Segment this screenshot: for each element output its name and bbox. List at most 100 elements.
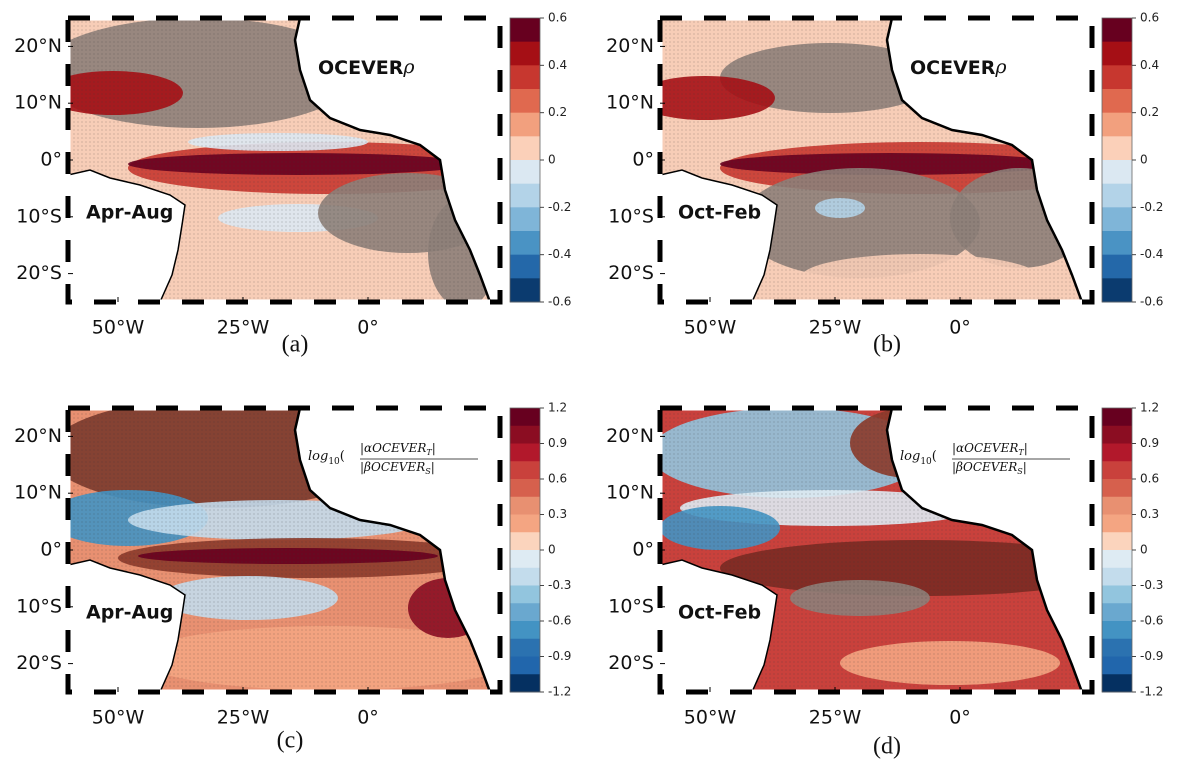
annotation-name: OCEVER [910, 57, 996, 79]
colorbar-band [1102, 160, 1132, 185]
annotation-bar: | [952, 460, 956, 474]
colorbar-band [510, 65, 540, 90]
colorbar-band [510, 112, 540, 137]
colorbar-tick-label: 0.6 [548, 11, 567, 25]
colorbar-tick-label: 0.4 [548, 58, 567, 72]
y-tick-label: 20°S [16, 652, 62, 674]
panel-label: (b) [873, 332, 901, 358]
colorbar-band [510, 585, 540, 604]
colorbar-tick-label: -0.2 [548, 200, 571, 214]
colorbar-band [510, 183, 540, 208]
colorbar-tick-label: 0 [1140, 153, 1148, 167]
colorbar-band [1102, 461, 1132, 480]
season-label: Oct-Feb [678, 602, 761, 624]
colorbar-band [510, 18, 540, 43]
annotation-den: βOCEVER [363, 460, 425, 474]
colorbar-band [1102, 18, 1132, 43]
colorbar-band [1102, 585, 1132, 604]
colorbar-band [510, 461, 540, 480]
colorbar-band [1102, 532, 1132, 551]
annotation-func-name: log [308, 449, 328, 464]
annotation-bar: | [360, 441, 364, 455]
colorbar-tick-label: -0.6 [1140, 614, 1163, 628]
annotation-base: 10 [328, 457, 340, 467]
colorbar-band [1102, 231, 1132, 256]
annotation-bar: | [431, 460, 435, 474]
map-panel: 50°W 25°W 0° 20°N 10°N 0° 10°S 20°S Oct-Feb log10… [606, 401, 1163, 760]
colorbar-band [510, 532, 540, 551]
y-tick-label: 10°S [16, 205, 62, 227]
annotation-paren: ( [340, 449, 345, 464]
annotation: log10(|αOCEVERT||βOCEVERS| [900, 441, 1070, 476]
colorbar-band [1102, 443, 1132, 462]
panel-label: (a) [282, 332, 309, 358]
colorbar-band [1102, 408, 1132, 427]
y-tick-label: 10°N [14, 92, 62, 114]
colorbar-tick-label: 0.6 [548, 472, 567, 486]
annotation-num: αOCEVER [956, 441, 1018, 455]
annotation-bar: | [952, 441, 956, 455]
x-tick-label: 50°W [684, 707, 737, 729]
colorbar-tick-label: 1.2 [1140, 401, 1159, 415]
colorbar-tick-label: -0.6 [548, 295, 571, 309]
x-tick-label: 0° [949, 707, 971, 729]
colorbar-tick-label: -0.3 [1140, 578, 1163, 592]
colorbar-tick-label: 0.9 [548, 436, 567, 450]
map-field [68, 408, 500, 692]
y-tick-label: 0° [40, 149, 62, 171]
colorbar-band [510, 41, 540, 66]
x-tick-label: 0° [357, 707, 379, 729]
colorbar-band [510, 603, 540, 622]
colorbar-tick-label: -0.4 [1140, 247, 1163, 261]
colorbar-band [510, 160, 540, 185]
y-tick-label: 20°N [14, 35, 62, 57]
annotation-num-sub: T [426, 448, 432, 457]
map-field [660, 408, 1092, 692]
annotation-bar: | [1024, 441, 1028, 455]
land-south-america [660, 559, 778, 692]
colorbar-band [1102, 278, 1132, 303]
season-label: Oct-Feb [678, 202, 761, 224]
colorbar-tick-label: 0.3 [1140, 507, 1159, 521]
y-tick-label: 10°S [608, 205, 654, 227]
colorbar-band [1102, 136, 1132, 161]
colorbar-tick-label: -0.3 [548, 578, 571, 592]
annotation-numerator: |αOCEVERT| [952, 441, 1028, 457]
y-tick-label: 0° [632, 149, 654, 171]
land-south-america [660, 169, 778, 302]
annotation-num-sub: T [1018, 448, 1024, 457]
y-tick-label: 10°N [606, 92, 654, 114]
y-tick-label: 20°S [608, 262, 654, 284]
colorbar-band [1102, 89, 1132, 114]
colorbar-band [1102, 514, 1132, 533]
colorbar-tick-label: 0.6 [1140, 11, 1159, 25]
season-label: Apr-Aug [86, 202, 173, 224]
map-field [68, 18, 500, 302]
colorbar-tick-label: 0 [1140, 543, 1148, 557]
colorbar-band [510, 674, 540, 693]
colorbar-band [1102, 207, 1132, 232]
annotation-denominator: |βOCEVERS| [952, 460, 1027, 476]
colorbar-band [510, 278, 540, 303]
season-label: Apr-Aug [86, 602, 173, 624]
annotation: OCEVERρ [910, 56, 1007, 79]
colorbar-tick-label: 0.6 [1140, 472, 1159, 486]
colorbar-tick-label: 0 [548, 153, 556, 167]
x-tick-label: 50°W [92, 707, 145, 729]
colorbar-tick-label: 0.2 [548, 105, 567, 119]
panel-label: (c) [277, 728, 304, 754]
colorbar-band [510, 496, 540, 515]
colorbar-tick-label: -0.6 [1140, 295, 1163, 309]
colorbar-band [510, 514, 540, 533]
colorbar-band [1102, 621, 1132, 640]
x-tick-label: 0° [949, 317, 971, 339]
colorbar-band [510, 207, 540, 232]
colorbar-band [1102, 65, 1132, 90]
map-field [660, 18, 1092, 302]
y-tick-label: 10°N [14, 482, 62, 504]
land-africa [293, 18, 500, 302]
annotation-func: log10( [308, 449, 345, 467]
colorbar-tick-label: -0.4 [548, 247, 571, 261]
colorbar-tick-label: 0.4 [1140, 58, 1159, 72]
